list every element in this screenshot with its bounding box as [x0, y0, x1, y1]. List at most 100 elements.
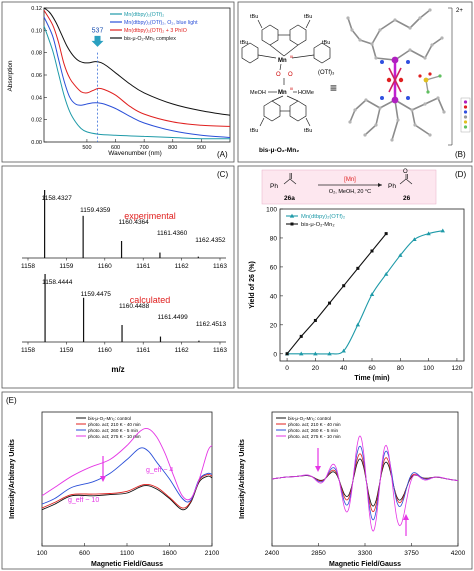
- panel-d-legend-marker: [290, 222, 294, 226]
- crystal-atom: [428, 133, 432, 137]
- fluorine-atom: [426, 90, 430, 94]
- product-label: 26: [403, 195, 411, 202]
- tbu-label-4: tBu: [322, 40, 330, 46]
- panel-a-x-tick-label: 900: [197, 145, 206, 151]
- panel-d-x-tick-label: 120: [451, 365, 462, 372]
- epr-right-x-tick-label: 2400: [265, 550, 280, 557]
- ms-x-tick-label: 1161: [136, 263, 150, 270]
- geff-4-annotation: g_eff ~ 4: [146, 467, 173, 474]
- epr-left-x-tick-label: 1100: [120, 550, 134, 557]
- panel-d-x-tick-label: 80: [397, 365, 405, 372]
- panel-a-chart: 500 600 700 800 900 0.00 0.02 0.04 0.06 0.08 0.10 0…: [7, 6, 231, 157]
- tbu-label-1: tBu: [250, 14, 258, 20]
- panel-a-y-tick-label: 0.08: [31, 51, 42, 57]
- panel-d-x-tick-label: 60: [368, 365, 376, 372]
- ms-x-tick-label: 1160: [98, 347, 112, 354]
- panel-d-y-tick-label: 40: [270, 293, 278, 300]
- panel-d-x-tick-label: 100: [423, 365, 434, 372]
- crystal-bond: [424, 44, 433, 59]
- tbu-label-6: tBu: [304, 128, 312, 134]
- nitrogen-atom: [380, 60, 384, 64]
- epr-left-legend-label-4: photo. act; 275 K - 10 min: [88, 434, 141, 439]
- panel-a-legend-label-1: Mn(dtbpy)₂(OTf)₂: [124, 12, 164, 18]
- panel-d-point-square: [328, 301, 332, 305]
- panel-label-b: (B): [455, 150, 466, 159]
- crystal-atom: [428, 8, 432, 12]
- product-o-label: O: [403, 169, 408, 175]
- ms-peak-label: 1160.4364: [119, 219, 150, 226]
- panel-label-e: (E): [6, 396, 17, 405]
- panel-d-point-triangle: [327, 351, 332, 356]
- crystal-atom: [370, 42, 374, 46]
- ms-peak-label: 1160.4488: [119, 303, 150, 310]
- panel-d-y-tick-label: 80: [270, 235, 278, 242]
- crystal-bond: [409, 49, 426, 59]
- panel-d-point-square: [384, 232, 388, 236]
- panel-d-point-triangle: [369, 292, 375, 297]
- oxygen-atom: [398, 77, 404, 83]
- panel-d-point-square: [299, 334, 303, 338]
- nitrogen-atom: [406, 96, 410, 100]
- epr-left-x-tick-label: 100: [37, 550, 48, 557]
- product-ph-label: Ph: [388, 183, 396, 190]
- panel-e-frame: [1, 391, 473, 570]
- crystal-atom: [423, 102, 427, 106]
- panel-a-y-tick-label: 0.02: [31, 118, 42, 124]
- panel-d-point-triangle: [412, 237, 417, 241]
- crystal-atom: [378, 28, 382, 32]
- annotation-arrow-icon: [91, 35, 104, 47]
- crystal-bond: [364, 124, 377, 136]
- panel-d-y-tick-label: 60: [270, 264, 278, 271]
- ms-peak-label: 1158.4444: [42, 279, 73, 286]
- epr-left-x-tick-label: 1600: [162, 550, 177, 557]
- ms-x-tick-label: 1163: [213, 263, 227, 270]
- panel-b-frame: [237, 1, 473, 163]
- crystal-atom: [378, 106, 382, 110]
- crystal-atom: [440, 36, 444, 40]
- crystal-bond: [365, 99, 381, 109]
- panel-d-y-tick-label: 20: [270, 322, 278, 329]
- crystal-atom: [390, 138, 394, 142]
- crystal-bond: [391, 119, 399, 141]
- panel-a-frame: [1, 1, 235, 163]
- ms-peak-label: 1159.4475: [81, 291, 112, 298]
- panel-a-x-tick-label: 800: [168, 145, 177, 151]
- panel-label-c: (C): [217, 170, 228, 179]
- home-label: HOMe: [298, 90, 314, 96]
- panel-d-kinetics: Ph 26a [Mn] O₂, MeOH, 20 °C Ph O 26 0 20 4…: [249, 169, 465, 382]
- peroxo-bond: [388, 67, 402, 93]
- crystal-atom: [410, 108, 414, 112]
- panel-d-point-triangle: [383, 271, 389, 276]
- panel-a-y-tick-label: 0.04: [31, 95, 42, 101]
- crystal-bond: [394, 19, 411, 29]
- crystal-bond: [371, 29, 381, 45]
- epr-right-arrow-down-icon: [315, 466, 321, 472]
- crystal-bond: [411, 109, 416, 126]
- epr-left-x-tick-label: 600: [79, 550, 90, 557]
- complex-name-label: bis-μ-O₂-Mn₂: [259, 147, 299, 154]
- panel-d-x-tick-label: 40: [340, 365, 348, 372]
- crystal-atom: [374, 123, 378, 127]
- ms-peak-label: 1162.4513: [196, 321, 227, 328]
- epr-left-x-label: Magnetic Field/Gauss: [91, 561, 163, 568]
- epr-left-series-line-1: [41, 475, 213, 511]
- atom-color-key: [460, 97, 471, 133]
- epr-right-y-label: Intensity/Arbitrary Units: [239, 439, 246, 519]
- panel-label-d: (D): [455, 170, 466, 179]
- epr-right-legend-label-4: photo. act; 275 K - 10 min: [288, 434, 341, 439]
- ms-peak-label: 1162.4352: [195, 237, 226, 244]
- panel-d-point-triangle: [341, 348, 346, 353]
- reaction-arrow-head-icon: [378, 183, 382, 187]
- panel-a-legend-label-2: Mn(dtbpy)₂(OTf)₂, O₂, blue light: [124, 20, 198, 26]
- crystal-atom: [442, 110, 446, 114]
- ms-x-tick-label: 1160: [98, 263, 112, 270]
- fluorine-atom: [438, 74, 442, 78]
- oxygen-atom: [418, 74, 422, 78]
- panel-a-x-tick-label: 700: [140, 145, 149, 151]
- nitrogen-atom: [406, 60, 410, 64]
- conditions-label: O₂, MeOH, 20 °C: [329, 189, 371, 195]
- panel-label-a: (A): [217, 150, 228, 159]
- panel-d-point-square: [285, 352, 289, 356]
- crystal-atom: [358, 38, 362, 42]
